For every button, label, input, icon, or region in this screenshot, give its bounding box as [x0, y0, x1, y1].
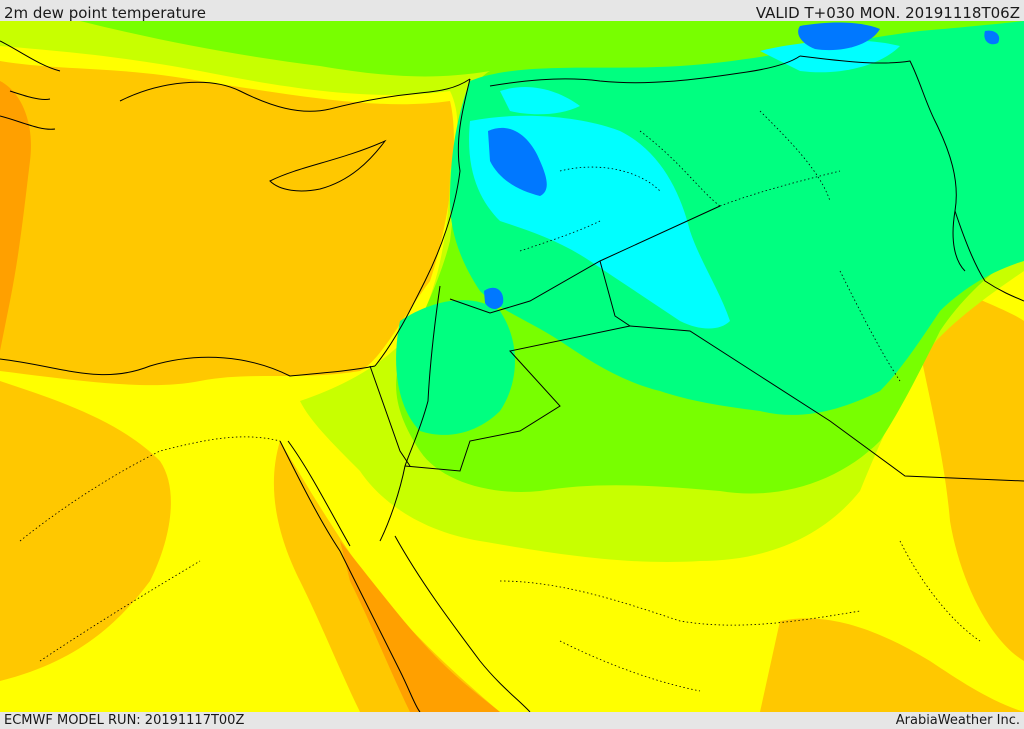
model-run: ECMWF MODEL RUN: 20191117T00Z — [4, 713, 245, 728]
syria-iraq-border — [449, 205, 721, 314]
valid-time: VALID T+030 MON. 20191118T06Z — [755, 4, 1020, 22]
aegean-islands — [0, 40, 61, 130]
field-green — [450, 21, 1024, 415]
field-light-orange-west — [0, 61, 454, 386]
jordan-valley — [379, 285, 441, 542]
footer-bar: ECMWF MODEL RUN: 20191117T00Z ArabiaWeat… — [0, 712, 1024, 729]
dew-point-map — [0, 21, 1024, 712]
field-blue-ne-small — [984, 30, 1000, 45]
field-orange-west — [0, 81, 31, 351]
field-orange-redsea — [340, 541, 500, 712]
field-light-orange-south — [760, 618, 1024, 712]
cyprus-outline — [269, 139, 387, 192]
field-blue-jordan — [484, 287, 504, 309]
iraq-iran-south — [954, 210, 1024, 302]
syria-turkey-border — [489, 55, 801, 87]
egypt-provinces — [19, 436, 281, 662]
country-borders — [0, 40, 1024, 712]
iraq-saudi-border — [629, 325, 1024, 482]
syria-provinces — [519, 166, 661, 252]
iraq-turkey-iran-border — [799, 55, 966, 272]
credit-text: ArabiaWeather Inc. — [895, 713, 1020, 728]
red-sea-east-coast — [394, 535, 531, 712]
field-blue-northeast — [798, 22, 880, 51]
map-title: 2m dew point temperature — [4, 4, 207, 22]
levant-coast — [374, 78, 471, 367]
gulf-of-suez — [287, 440, 351, 547]
province-boundaries — [19, 110, 981, 692]
field-cyan-north — [500, 86, 580, 115]
field-light-orange-redsea — [273, 441, 500, 712]
jordan-saudi-border — [404, 260, 632, 472]
field-blue-syria — [488, 127, 547, 196]
field-cyan-lake — [760, 40, 900, 73]
egypt-north-coast — [0, 356, 376, 377]
red-sea-west-coast — [279, 440, 421, 712]
field-light-orange-east — [920, 281, 1024, 661]
mediterranean-north-coast — [119, 78, 471, 112]
saudi-provinces — [499, 540, 981, 692]
field-light-orange-egypt — [0, 381, 171, 681]
header-bar: 2m dew point temperature VALID T+030 MON… — [0, 0, 1024, 22]
map-svg — [0, 21, 1024, 712]
field-green-jordan — [396, 300, 515, 435]
